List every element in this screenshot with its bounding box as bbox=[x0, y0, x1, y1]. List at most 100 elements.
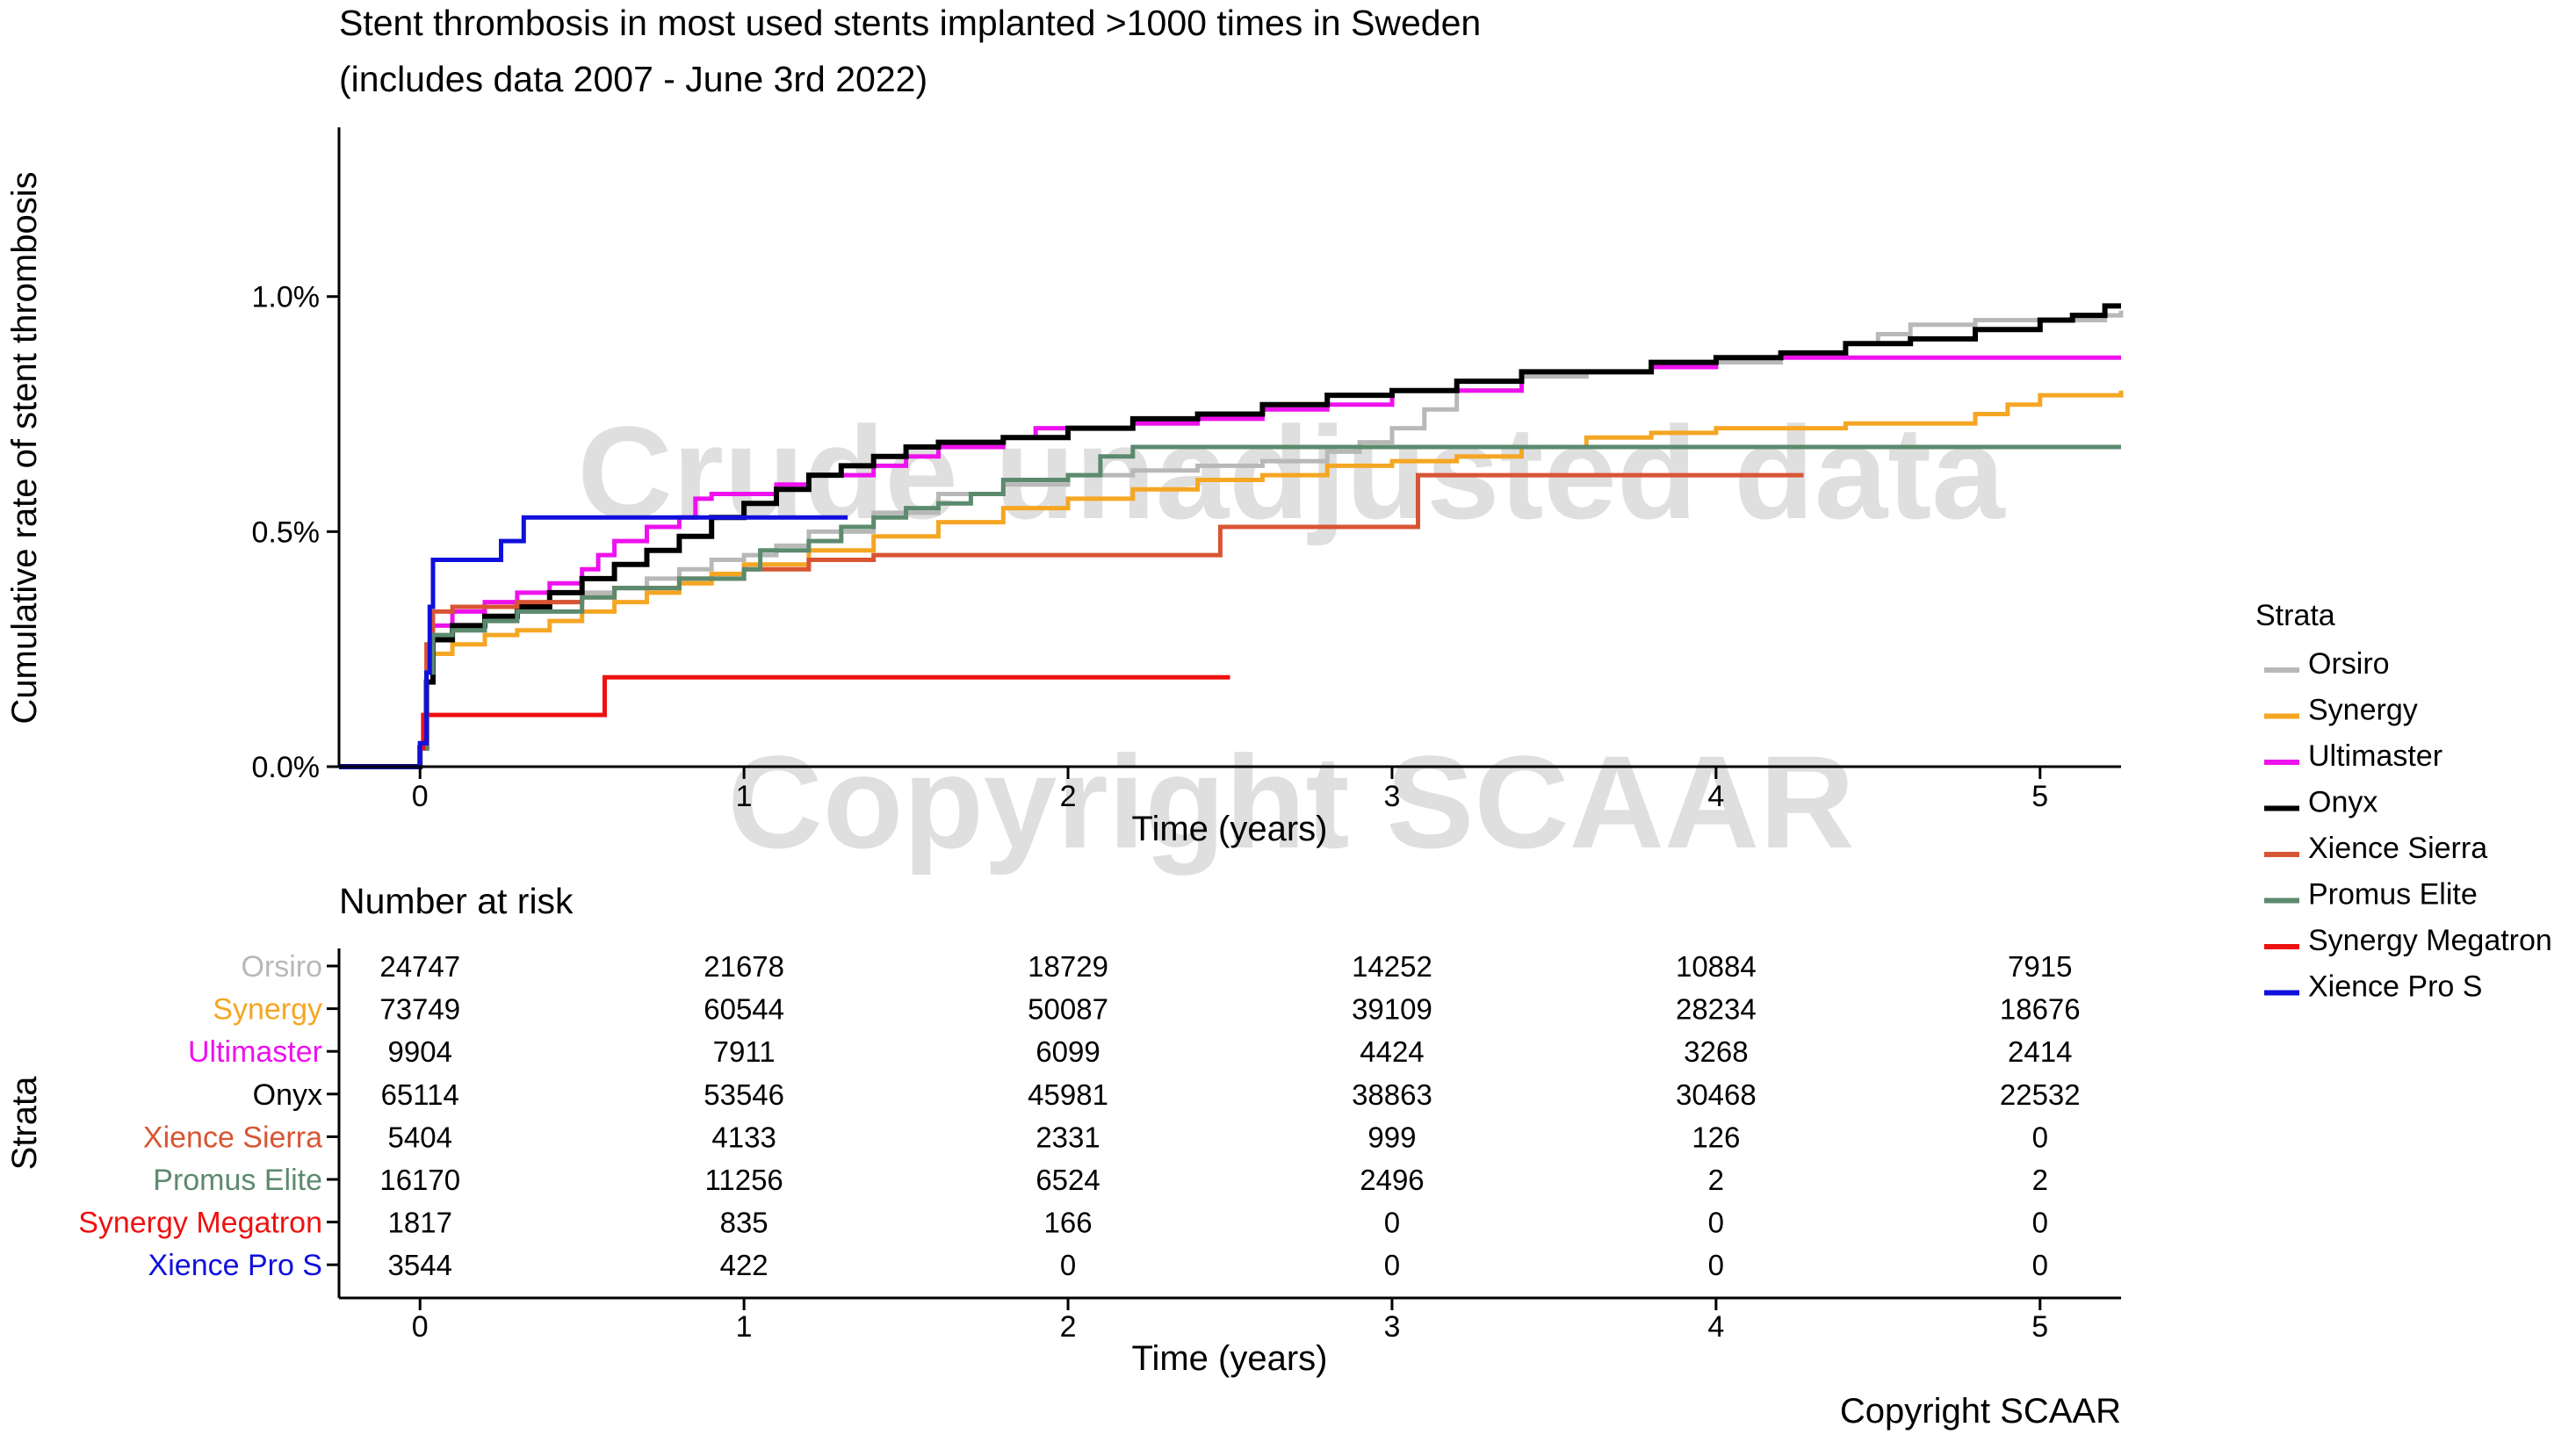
risk-cell: 2331 bbox=[1035, 1121, 1100, 1153]
risk-table-rows: Orsiro 24747 21678 18729 14252 10884 7915 Syner… bbox=[78, 950, 2080, 1282]
risk-cell: 38863 bbox=[1352, 1078, 1432, 1111]
number-at-risk-table: Number at risk Orsiro 24747 21678 18729 1425… bbox=[5, 881, 2121, 1378]
copyright-footer: Copyright SCAAR bbox=[1840, 1392, 2121, 1431]
risk-cell: 2414 bbox=[2008, 1035, 2072, 1068]
risk-cell: 126 bbox=[1692, 1121, 1740, 1153]
y-axis-title: Cumulative rate of stent thrombosis bbox=[5, 171, 44, 724]
risk-cell: 28234 bbox=[1676, 993, 1757, 1026]
risk-cell: 16170 bbox=[379, 1164, 460, 1196]
risk-cell: 9904 bbox=[388, 1035, 452, 1068]
watermark-crude-data: Crude unadjusted data bbox=[577, 399, 2006, 546]
legend-label: Orsiro bbox=[2308, 647, 2390, 681]
risk-cell: 7911 bbox=[713, 1035, 776, 1068]
risk-row-promus-elite: Promus Elite 16170 11256 6524 2496 2 2 bbox=[153, 1164, 2048, 1197]
legend-item-synergy: Synergy bbox=[2264, 694, 2418, 727]
risk-cell: 24747 bbox=[379, 950, 460, 983]
legend-item-promus-elite: Promus Elite bbox=[2264, 878, 2478, 912]
risk-cell: 39109 bbox=[1352, 993, 1432, 1026]
risk-row-onyx: Onyx 65114 53546 45981 38863 30468 22532 bbox=[253, 1078, 2081, 1112]
legend-label: Promus Elite bbox=[2308, 878, 2478, 912]
series-line-promus-elite bbox=[339, 444, 2121, 769]
risk-cell: 1817 bbox=[388, 1207, 452, 1239]
x-tick-label: 4 bbox=[1707, 780, 1724, 813]
risk-cell: 3544 bbox=[388, 1249, 452, 1281]
risk-row-label: Synergy Megatron bbox=[78, 1207, 322, 1240]
x-tick-label: 0 bbox=[412, 780, 429, 813]
legend-label: Ultimaster bbox=[2308, 739, 2443, 773]
risk-cell: 6524 bbox=[1035, 1164, 1100, 1196]
risk-x-tick-label: 4 bbox=[1707, 1310, 1724, 1344]
legend: Strata Orsiro Synergy Ultimaster Onyx Xience… bbox=[2255, 599, 2552, 1004]
risk-row-ultimaster: Ultimaster 9904 7911 6099 4424 3268 2414 bbox=[188, 1035, 2073, 1069]
risk-row-xience-pro-s: Xience Pro S 3544 422 0 0 0 0 bbox=[148, 1249, 2048, 1282]
risk-x-tick-label: 3 bbox=[1383, 1310, 1400, 1344]
x-tick-label: 2 bbox=[1060, 780, 1077, 813]
chart-subtitle: (includes data 2007 - June 3rd 2022) bbox=[339, 59, 927, 99]
risk-cell: 18729 bbox=[1028, 950, 1108, 983]
risk-cell: 60544 bbox=[704, 993, 784, 1026]
risk-cell: 18676 bbox=[2000, 993, 2081, 1026]
legend-label: Xience Pro S bbox=[2308, 970, 2482, 1004]
risk-cell: 5404 bbox=[388, 1121, 452, 1153]
risk-cell: 4133 bbox=[711, 1121, 776, 1153]
risk-cell: 0 bbox=[2032, 1249, 2048, 1281]
risk-cell: 21678 bbox=[704, 950, 784, 983]
risk-cell: 0 bbox=[2032, 1121, 2048, 1153]
legend-items: Orsiro Synergy Ultimaster Onyx Xience Sierra… bbox=[2264, 647, 2552, 1004]
legend-item-xience-pro-s: Xience Pro S bbox=[2264, 970, 2482, 1004]
risk-cell: 53546 bbox=[704, 1078, 784, 1111]
series-line-synergy bbox=[339, 390, 2124, 769]
risk-x-tick-label: 1 bbox=[736, 1310, 753, 1344]
risk-row-synergy: Synergy 73749 60544 50087 39109 28234 18676 bbox=[213, 993, 2080, 1027]
y-tick-label: 1.0% bbox=[252, 281, 321, 314]
risk-cell: 2 bbox=[2032, 1164, 2048, 1196]
legend-item-onyx: Onyx bbox=[2264, 786, 2378, 819]
risk-x-tick-label: 2 bbox=[1060, 1310, 1077, 1344]
risk-cell: 0 bbox=[1384, 1249, 1400, 1281]
risk-cell: 4424 bbox=[1360, 1035, 1424, 1068]
risk-row-label: Orsiro bbox=[241, 950, 322, 984]
cumulative-rate-plot: 0.0% 0.5% 1.0% 0 1 2 3 4 5 Time (years) Cumulat… bbox=[5, 127, 2124, 848]
risk-row-label: Xience Pro S bbox=[148, 1249, 322, 1282]
risk-cell: 3268 bbox=[1684, 1035, 1748, 1068]
series-lines bbox=[339, 303, 2124, 769]
risk-cell: 73749 bbox=[379, 993, 460, 1026]
y-axis-ticks: 0.0% 0.5% 1.0% bbox=[252, 281, 339, 784]
risk-cell: 0 bbox=[2032, 1207, 2048, 1239]
legend-title: Strata bbox=[2255, 599, 2335, 632]
legend-item-synergy-megatron: Synergy Megatron bbox=[2264, 924, 2552, 957]
risk-x-tick-label: 0 bbox=[412, 1310, 429, 1344]
chart-title: Stent thrombosis in most used stents imp… bbox=[339, 3, 1481, 43]
risk-row-xience-sierra: Xience Sierra 5404 4133 2331 999 126 0 bbox=[143, 1121, 2048, 1154]
series-line-xience-pro-s bbox=[339, 515, 848, 769]
watermark-copyright: Copyright SCAAR bbox=[727, 728, 1854, 876]
legend-label: Xience Sierra bbox=[2308, 832, 2487, 865]
risk-x-axis-title: Time (years) bbox=[1132, 1339, 1328, 1378]
risk-y-axis-title: Strata bbox=[5, 1076, 44, 1170]
risk-cell: 999 bbox=[1367, 1121, 1416, 1153]
risk-cell: 22532 bbox=[2000, 1078, 2081, 1111]
risk-cell: 0 bbox=[1384, 1207, 1400, 1239]
risk-cell: 11256 bbox=[704, 1164, 783, 1196]
risk-cell: 50087 bbox=[1028, 993, 1108, 1026]
risk-cell: 0 bbox=[1708, 1207, 1724, 1239]
risk-table-title: Number at risk bbox=[339, 881, 574, 921]
risk-cell: 2 bbox=[1708, 1164, 1724, 1196]
risk-row-label: Synergy bbox=[213, 993, 322, 1027]
risk-cell: 10884 bbox=[1676, 950, 1757, 983]
risk-cell: 65114 bbox=[381, 1078, 459, 1111]
risk-cell: 422 bbox=[720, 1249, 768, 1281]
risk-x-axis-ticks: 0 1 2 3 4 5 bbox=[412, 1298, 2048, 1344]
risk-cell: 2496 bbox=[1360, 1164, 1424, 1196]
legend-item-ultimaster: Ultimaster bbox=[2264, 739, 2443, 773]
x-axis-ticks: 0 1 2 3 4 5 bbox=[412, 767, 2048, 813]
legend-label: Synergy Megatron bbox=[2308, 924, 2552, 957]
x-tick-label: 5 bbox=[2031, 780, 2048, 813]
legend-item-orsiro: Orsiro bbox=[2264, 647, 2390, 681]
risk-cell: 14252 bbox=[1352, 950, 1432, 983]
risk-row-label: Onyx bbox=[253, 1078, 322, 1112]
risk-cell: 45981 bbox=[1028, 1078, 1108, 1111]
y-tick-label: 0.5% bbox=[252, 515, 321, 549]
legend-label: Synergy bbox=[2308, 694, 2418, 727]
